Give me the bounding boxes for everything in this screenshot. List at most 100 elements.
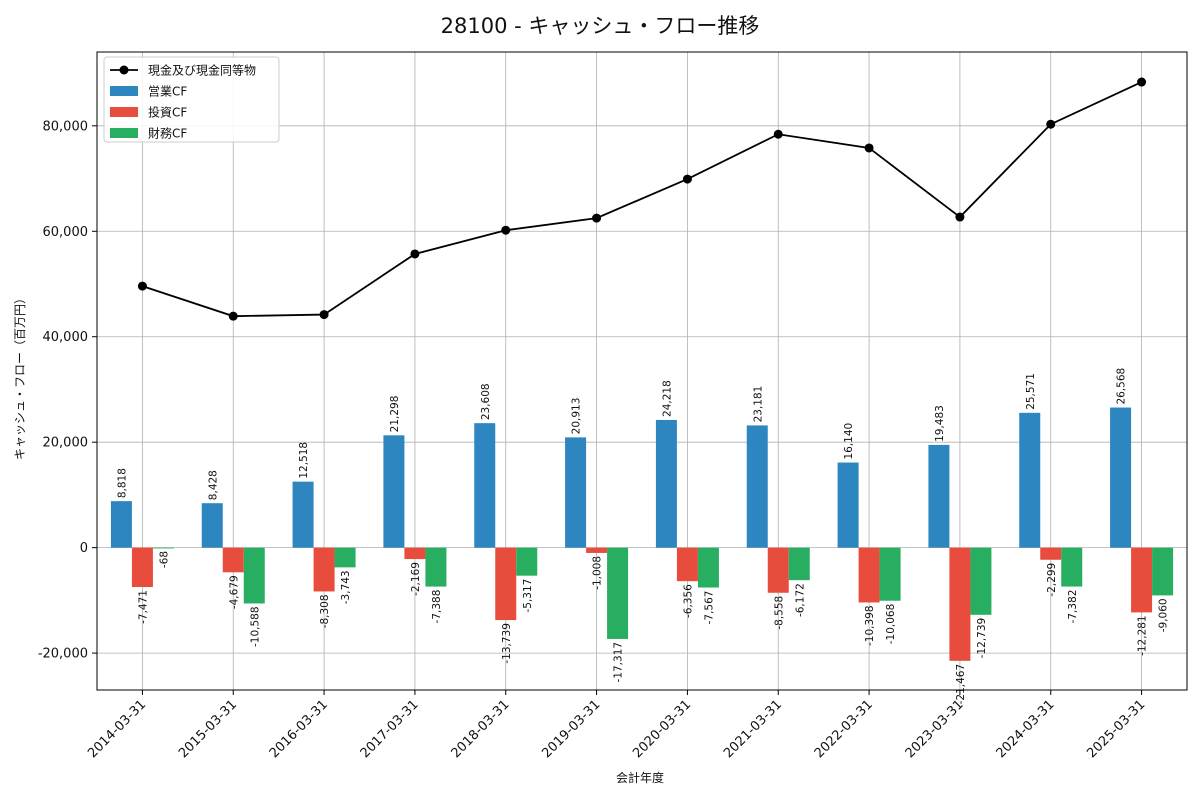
data-label: -8,308 — [319, 594, 331, 628]
bar-投資CF-2025-03-31 — [1131, 547, 1153, 613]
data-label: -7,567 — [703, 591, 715, 625]
data-label: -5,317 — [522, 579, 534, 613]
data-label: -12,739 — [976, 618, 988, 659]
bar-営業CF-2025-03-31 — [1110, 407, 1132, 548]
data-label: 23,181 — [752, 386, 764, 423]
data-label: 26,568 — [1116, 368, 1128, 405]
legend-line-marker — [119, 65, 129, 75]
data-label: -10,588 — [249, 606, 261, 647]
y-tick-label: 0 — [80, 541, 88, 556]
data-label: -68 — [158, 551, 170, 568]
data-label: 20,913 — [571, 398, 583, 435]
data-label: -7,382 — [1067, 590, 1079, 624]
data-label: -4,679 — [228, 575, 240, 609]
bar-投資CF-2020-03-31 — [676, 547, 698, 582]
bar-財務CF-2022-03-31 — [879, 547, 901, 601]
cash-equivalents-point-2020-03-31 — [682, 174, 692, 184]
bar-財務CF-2018-03-31 — [516, 547, 538, 576]
legend-entry-label: 現金及び現金同等物 — [148, 63, 256, 78]
bar-営業CF-2014-03-31 — [110, 501, 132, 548]
cash-equivalents-point-2024-03-31 — [1046, 119, 1056, 129]
bar-財務CF-2014-03-31 — [152, 547, 174, 549]
bar-投資CF-2017-03-31 — [404, 547, 426, 560]
cash-equivalents-line — [142, 81, 1142, 318]
x-tick-label: 2019-03-31 — [539, 697, 603, 761]
chart-title: 28100 - キャッシュ・フロー推移 — [441, 14, 760, 38]
line-layer — [137, 77, 1147, 321]
y-tick-label: 20,000 — [43, 436, 89, 451]
bar-営業CF-2018-03-31 — [474, 423, 496, 548]
cash-equivalents-point-2018-03-31 — [501, 225, 511, 235]
x-tick-label: 2015-03-31 — [176, 697, 240, 761]
data-label: 21,298 — [389, 396, 401, 433]
plot-frame — [96, 51, 1188, 691]
bar-営業CF-2015-03-31 — [201, 503, 223, 548]
data-label: -9,060 — [1158, 598, 1170, 632]
cash-equivalents-point-2017-03-31 — [410, 249, 420, 259]
data-label: 8,428 — [207, 470, 219, 500]
data-label: 25,571 — [1025, 373, 1037, 410]
data-label: 23,608 — [480, 383, 492, 420]
cash-equivalents-point-2016-03-31 — [319, 310, 329, 320]
data-label: -2,299 — [1046, 563, 1058, 597]
bar-財務CF-2017-03-31 — [425, 547, 447, 587]
bar-投資CF-2015-03-31 — [222, 547, 244, 573]
data-label: -17,317 — [613, 642, 625, 683]
data-label: -7,388 — [431, 590, 443, 624]
bar-財務CF-2024-03-31 — [1061, 547, 1083, 587]
cash-equivalents-point-2023-03-31 — [955, 212, 965, 222]
x-tick-label: 2017-03-31 — [358, 697, 422, 761]
bar-投資CF-2021-03-31 — [767, 547, 789, 593]
y-tick-label: 40,000 — [43, 330, 89, 345]
legend-swatch — [110, 86, 138, 96]
legend-entry-label: 営業CF — [148, 85, 187, 99]
bar-投資CF-2022-03-31 — [858, 547, 880, 603]
bar-投資CF-2016-03-31 — [313, 547, 335, 592]
data-label: -3,743 — [340, 570, 352, 604]
bar-財務CF-2021-03-31 — [788, 547, 810, 581]
data-label: -7,471 — [137, 590, 149, 624]
legend-entry-label: 財務CF — [148, 126, 187, 141]
cash-equivalents-point-2014-03-31 — [137, 281, 147, 291]
bar-財務CF-2015-03-31 — [243, 547, 265, 604]
cash-equivalents-point-2021-03-31 — [773, 129, 783, 139]
x-axis-title: 会計年度 — [616, 770, 664, 785]
x-tick-label: 2020-03-31 — [630, 697, 694, 761]
x-tick-label: 2023-03-31 — [903, 697, 967, 761]
data-label: 12,518 — [298, 442, 310, 479]
x-tick-label: 2018-03-31 — [449, 697, 513, 761]
x-tick-label: 2016-03-31 — [267, 697, 331, 761]
bar-投資CF-2018-03-31 — [495, 547, 517, 621]
cash-equivalents-point-2025-03-31 — [1137, 77, 1147, 87]
cash-equivalents-point-2022-03-31 — [864, 143, 874, 153]
data-label: 24,218 — [661, 380, 673, 417]
bar-営業CF-2016-03-31 — [292, 481, 314, 548]
bar-営業CF-2020-03-31 — [655, 419, 677, 548]
data-label: 8,818 — [116, 468, 128, 498]
data-label: -2,169 — [410, 562, 422, 596]
x-tick-label: 2024-03-31 — [994, 697, 1058, 761]
bar-投資CF-2023-03-31 — [949, 547, 971, 661]
legend-entry-label: 投資CF — [148, 105, 187, 120]
bar-layer — [110, 407, 1174, 661]
data-label: -6,172 — [794, 583, 806, 617]
bar-営業CF-2024-03-31 — [1019, 412, 1041, 548]
bar-財務CF-2019-03-31 — [607, 547, 629, 639]
bar-営業CF-2021-03-31 — [746, 425, 768, 548]
data-label: 19,483 — [934, 405, 946, 442]
y-tick-label: 80,000 — [43, 119, 89, 134]
y-tick-label: -20,000 — [38, 647, 88, 662]
cash-equivalents-point-2015-03-31 — [228, 311, 238, 321]
bar-財務CF-2016-03-31 — [334, 547, 356, 568]
data-label: -10,398 — [864, 605, 876, 646]
bar-営業CF-2017-03-31 — [383, 435, 405, 548]
bar-営業CF-2022-03-31 — [837, 462, 859, 548]
label-layer: 8,818 8,428 12,518 21,298 23,608 20,913 24,218… — [116, 368, 1169, 705]
data-label: -13,739 — [501, 623, 513, 664]
legend-swatch — [110, 107, 138, 117]
data-label: -12,281 — [1137, 615, 1149, 656]
bar-投資CF-2019-03-31 — [586, 547, 608, 553]
